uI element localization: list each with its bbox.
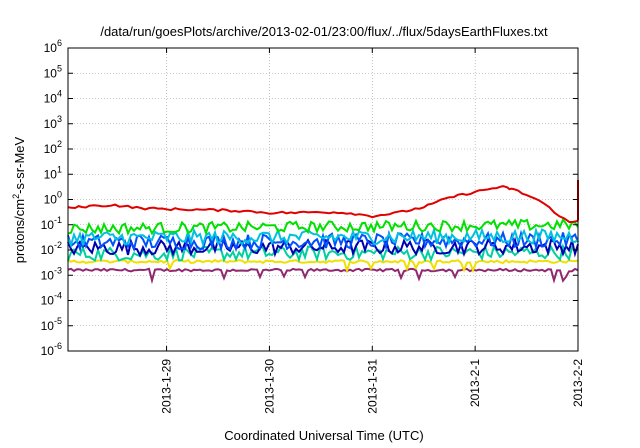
y-axis-title-prefix: protons/cm	[12, 199, 27, 263]
x-tick-label: 2013-1-30	[262, 359, 276, 414]
y-axis-title-suffix: -s-sr-MeV	[12, 136, 27, 193]
y-tick-label: 100	[44, 190, 62, 207]
series-line	[67, 180, 579, 224]
series-line	[67, 236, 579, 258]
y-axis-ticks: 10-6 10-5 10-4 10-3 10-2 10-1 100 101 102 103 104 1…	[41, 38, 578, 358]
y-tick-label: 106	[44, 38, 62, 55]
y-tick-label: 10-4	[41, 291, 62, 308]
series-line	[67, 226, 579, 248]
x-axis-ticks: 2013-1-29 2013-1-30 2013-1-31 2013-2-1 2013-…	[160, 48, 585, 414]
grid	[68, 48, 578, 351]
y-tick-label: 101	[44, 164, 62, 181]
y-tick-label: 102	[44, 139, 62, 156]
x-tick-label: 2013-2-2	[571, 359, 585, 407]
y-tick-label: 10-1	[41, 215, 62, 232]
x-axis-title: Coordinated Universal Time (UTC)	[224, 428, 423, 443]
y-axis-title-superscript: 2	[11, 194, 21, 199]
series-line	[67, 217, 579, 237]
y-tick-label: 10-5	[41, 316, 62, 333]
series-line	[67, 267, 579, 285]
y-tick-label: 10-6	[41, 341, 62, 358]
y-tick-label: 105	[44, 63, 62, 80]
series-line	[67, 258, 579, 274]
series-line	[67, 229, 579, 253]
series-layer	[67, 180, 579, 285]
y-axis-title: protons/cm2-s-sr-MeV	[11, 136, 27, 263]
y-tick-label: 104	[44, 89, 62, 106]
x-tick-label: 2013-1-31	[365, 359, 379, 414]
chart-title: /data/run/goesPlots/archive/2013-02-01/2…	[100, 24, 548, 39]
y-tick-label: 103	[44, 114, 62, 131]
y-tick-label: 10-2	[41, 240, 62, 257]
y-tick-label: 10-3	[41, 265, 62, 282]
x-tick-label: 2013-2-1	[468, 359, 482, 407]
x-tick-label: 2013-1-29	[160, 359, 174, 414]
